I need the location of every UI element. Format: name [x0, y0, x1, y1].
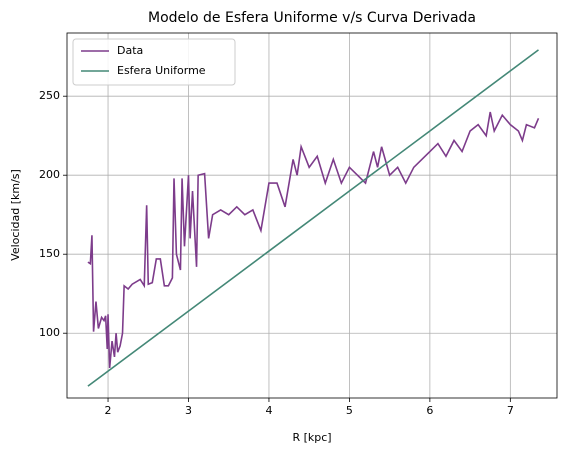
y-tick-label: 250 — [39, 89, 60, 102]
chart-title: Modelo de Esfera Uniforme v/s Curva Deri… — [148, 10, 476, 26]
y-tick-label: 150 — [39, 247, 60, 260]
x-tick-label: 5 — [346, 404, 353, 417]
data-line — [87, 111, 540, 369]
y-axis-label: Velocidad [km/s] — [9, 169, 22, 261]
x-tick-label: 6 — [426, 404, 433, 417]
legend-label: Data — [117, 44, 143, 57]
x-tick-label: 2 — [105, 404, 112, 417]
x-tick-label: 7 — [507, 404, 514, 417]
data-line — [87, 49, 539, 387]
y-tick-label: 100 — [39, 326, 60, 339]
x-axis-label: R [kpc] — [292, 431, 331, 444]
x-tick-label: 3 — [185, 404, 192, 417]
legend-box — [72, 38, 236, 86]
legend-label: Esfera Uniforme — [117, 64, 206, 77]
x-tick-label: 4 — [265, 404, 272, 417]
y-tick-label: 200 — [39, 168, 60, 181]
plot-frame — [66, 32, 558, 399]
